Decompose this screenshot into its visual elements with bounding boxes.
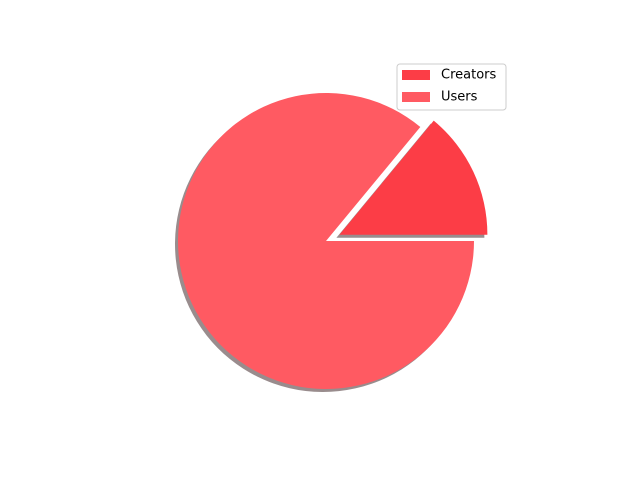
legend-swatch [402, 92, 430, 102]
slice [178, 93, 474, 389]
legend: Creators Users [396, 63, 507, 111]
legend-swatch [402, 70, 430, 80]
legend-label: Creators [441, 68, 496, 83]
legend-label: Users [441, 90, 478, 105]
slice [339, 120, 488, 235]
pie [175, 93, 488, 392]
